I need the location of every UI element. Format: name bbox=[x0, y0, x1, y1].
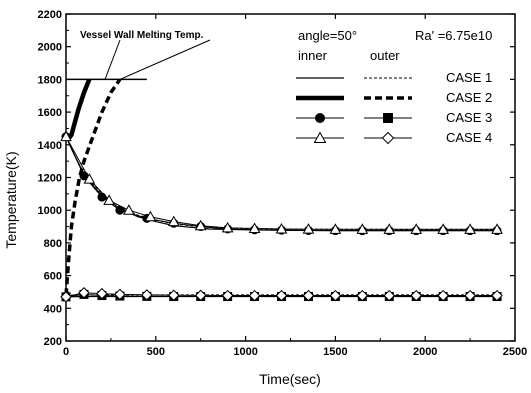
series-line-2 bbox=[65, 134, 497, 230]
y-tick-label: 1200 bbox=[38, 173, 62, 185]
legend-case-1: CASE 1 bbox=[446, 70, 492, 85]
series-9-point bbox=[60, 130, 72, 142]
legend-marker-4-outer bbox=[381, 131, 395, 145]
y-tick-label: 600 bbox=[44, 271, 62, 283]
y-tick-label: 2000 bbox=[38, 42, 62, 54]
series-9-point bbox=[437, 223, 450, 234]
annotation-arrow-left bbox=[104, 39, 121, 80]
series-10-point bbox=[168, 289, 180, 301]
series-7-point bbox=[97, 192, 107, 202]
series-10-point bbox=[383, 289, 395, 302]
series-10-point bbox=[114, 288, 126, 301]
series-9-point bbox=[410, 223, 423, 234]
legend-marker-3-outer bbox=[383, 113, 393, 123]
x-tick-label: 500 bbox=[147, 346, 165, 358]
x-tick-label: 2500 bbox=[503, 346, 527, 358]
series-10-point bbox=[194, 289, 207, 302]
y-tick-label: 1400 bbox=[38, 140, 62, 152]
series-9-point bbox=[275, 222, 288, 234]
y-tick-label: 1000 bbox=[38, 205, 62, 217]
series-10-point bbox=[78, 287, 90, 299]
series-10-point bbox=[464, 289, 476, 302]
x-tick-label: 1000 bbox=[233, 346, 257, 358]
series-10-point bbox=[96, 287, 108, 300]
series-10-point bbox=[329, 289, 342, 302]
y-tick-label: 1600 bbox=[38, 107, 62, 119]
series-9-point bbox=[83, 173, 96, 184]
x-tick-label: 0 bbox=[63, 346, 69, 358]
legend-case-3: CASE 3 bbox=[446, 110, 492, 125]
series-9-point bbox=[221, 221, 234, 233]
series-9-point bbox=[491, 223, 503, 234]
y-axis-label: Temperature(K) bbox=[3, 151, 19, 248]
x-axis-label: Time(sec) bbox=[259, 371, 321, 387]
series-9-point bbox=[383, 223, 396, 234]
legend-angle-text: angle=50° bbox=[298, 28, 357, 43]
series-9-point bbox=[103, 194, 115, 205]
legend-case-2: CASE 2 bbox=[446, 90, 492, 105]
legend-ra-text: Ra' =6.75e10 bbox=[415, 28, 492, 43]
series-9-point bbox=[123, 204, 135, 215]
series-line-9 bbox=[65, 136, 497, 230]
legend-inner-label: inner bbox=[298, 48, 328, 63]
series-9-point bbox=[356, 223, 369, 234]
y-tick-label: 800 bbox=[44, 238, 62, 250]
series-9-point bbox=[464, 223, 476, 234]
legend-marker-4-inner bbox=[313, 131, 327, 143]
annotation-arrow-right bbox=[119, 39, 211, 80]
y-tick-label: 400 bbox=[44, 303, 62, 315]
series-10-point bbox=[302, 289, 315, 302]
y-tick-label: 2200 bbox=[38, 9, 62, 21]
series-10-point bbox=[275, 289, 288, 302]
series-9-point bbox=[144, 210, 157, 222]
series-10-point bbox=[491, 289, 503, 302]
series-10-point bbox=[356, 289, 369, 302]
series-line-7 bbox=[65, 136, 497, 232]
legend-case-4: CASE 4 bbox=[446, 130, 492, 145]
series-10-point bbox=[141, 289, 153, 301]
series-9-point bbox=[194, 219, 207, 231]
series-10-point bbox=[60, 291, 72, 303]
y-tick-label: 1800 bbox=[38, 74, 62, 86]
x-tick-label: 2000 bbox=[413, 346, 437, 358]
melting-temp-annotation: Vessel Wall Melting Temp. bbox=[80, 30, 204, 41]
series-10-point bbox=[410, 289, 422, 302]
x-tick-label: 1500 bbox=[323, 346, 347, 358]
series-9-point bbox=[167, 215, 180, 227]
series-line-1 bbox=[65, 134, 497, 232]
series-10-point bbox=[437, 289, 449, 302]
series-line-6 bbox=[64, 78, 122, 296]
series-9-point bbox=[302, 223, 315, 234]
series-9-point bbox=[248, 222, 261, 234]
y-tick-label: 200 bbox=[44, 336, 62, 348]
plot-frame bbox=[65, 13, 516, 342]
series-10-point bbox=[221, 289, 234, 302]
legend-outer-label: outer bbox=[370, 48, 400, 63]
series-line-5 bbox=[63, 78, 92, 141]
series-9-point bbox=[329, 223, 342, 234]
series-10-point bbox=[248, 289, 261, 302]
legend-marker-3-inner bbox=[315, 113, 325, 123]
